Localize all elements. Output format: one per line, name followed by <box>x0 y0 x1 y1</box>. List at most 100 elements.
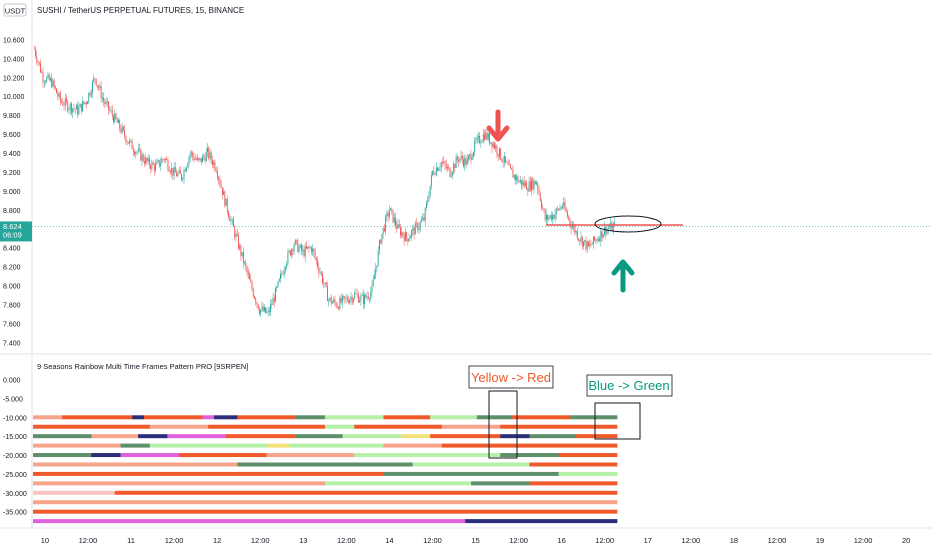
yellow-red-label-box[interactable] <box>468 365 554 389</box>
candle-body <box>440 162 442 168</box>
candle-body <box>275 288 276 302</box>
candle-body <box>372 279 374 286</box>
candle-body <box>529 181 531 191</box>
candle-body <box>205 152 207 162</box>
candle-body <box>271 304 273 305</box>
candle-body <box>522 181 524 186</box>
candle-body <box>470 154 472 160</box>
candle-body <box>134 151 135 155</box>
price-annotations[interactable] <box>486 109 683 293</box>
candle-body <box>378 240 380 250</box>
candle-body <box>613 222 615 225</box>
candle-body <box>260 309 262 314</box>
blue-green-highlight-box[interactable] <box>594 402 641 440</box>
stripe-segment <box>383 471 559 476</box>
candle-body <box>458 160 460 162</box>
candle-body <box>521 180 523 186</box>
stripe-segment <box>33 462 238 467</box>
stripe-segment <box>179 453 267 458</box>
candle-body <box>272 298 274 305</box>
candle-body <box>331 301 333 304</box>
candle-body <box>537 182 539 190</box>
candle-body <box>302 249 304 251</box>
candle-body <box>47 74 49 78</box>
time-tick-label: 12:00 <box>337 536 356 545</box>
candle-body <box>396 225 398 229</box>
candle-body <box>390 208 392 211</box>
candle-body <box>187 164 189 168</box>
stripe-segment <box>143 415 203 420</box>
candle-body <box>190 152 192 154</box>
down-arrow-icon[interactable] <box>486 109 510 142</box>
candle-body <box>466 159 468 165</box>
candle-body <box>204 157 206 162</box>
candle-body <box>33 48 35 50</box>
candle-body <box>404 232 406 242</box>
candle-body <box>281 274 283 275</box>
candle-body <box>103 97 105 102</box>
candle-body <box>548 217 550 220</box>
up-arrow-icon[interactable] <box>611 259 635 293</box>
indicator-annotations[interactable]: Yellow -> Red Blue -> Green <box>468 365 673 459</box>
stripe-segment <box>266 443 291 448</box>
candle-body <box>49 78 51 81</box>
blue-green-label-box[interactable] <box>586 374 673 397</box>
candle-body <box>490 142 492 144</box>
candle-body <box>505 156 507 162</box>
candle-body <box>328 300 330 302</box>
currency-badge[interactable] <box>3 3 27 17</box>
candle-body <box>562 206 563 208</box>
candle-body <box>183 169 185 179</box>
candle-body <box>359 300 361 303</box>
highlight-ellipse[interactable] <box>594 215 662 233</box>
candle-body <box>569 218 571 224</box>
candle-body <box>480 142 482 144</box>
stripe-segment <box>208 424 326 429</box>
candle-body <box>330 297 332 304</box>
candle-body <box>36 55 38 62</box>
stripe-segment <box>33 509 618 514</box>
candle-body <box>171 167 173 173</box>
symbol-title: SUSHI / TetherUS PERPETUAL FUTURES, 15, … <box>37 6 244 15</box>
candle-body <box>356 294 358 295</box>
stripe-segment <box>465 519 618 524</box>
candle-body <box>210 152 212 161</box>
candle-body <box>237 235 239 249</box>
candle-body <box>438 168 440 171</box>
candle-body <box>268 310 270 313</box>
stripe-segment <box>342 434 402 439</box>
candle-body <box>247 272 249 275</box>
candle-body <box>283 270 285 275</box>
candle-body <box>174 166 176 173</box>
price-tick-label: 9.600 <box>3 132 21 139</box>
stripe-segment <box>237 462 413 467</box>
stripe-segment <box>383 415 431 420</box>
yellow-red-highlight-box[interactable] <box>488 390 518 459</box>
candle-body <box>486 132 488 140</box>
candle-body <box>421 220 422 222</box>
candle-body <box>294 240 296 245</box>
candle-body <box>588 241 589 247</box>
candle-body <box>239 245 241 249</box>
candle-body <box>536 182 537 185</box>
candle-body <box>124 129 126 137</box>
stripe-segment <box>120 443 151 448</box>
time-tick-label: 12:00 <box>251 536 270 545</box>
candle-body <box>173 166 175 176</box>
candle-body <box>570 223 572 229</box>
price-tick-label: 8.400 <box>3 246 21 253</box>
candle-body <box>293 244 295 252</box>
price-tick-label: 9.400 <box>3 151 21 158</box>
candle-body <box>315 257 317 261</box>
candle-body <box>56 88 58 94</box>
candle-body <box>216 171 218 178</box>
candle-body <box>559 207 561 211</box>
time-tick-label: 12:00 <box>768 536 787 545</box>
candle-body <box>566 212 568 217</box>
candle-body <box>193 156 195 160</box>
candle-body <box>48 74 50 81</box>
candle-body <box>139 148 140 150</box>
candle-body <box>494 143 495 149</box>
candle-body <box>607 228 609 229</box>
